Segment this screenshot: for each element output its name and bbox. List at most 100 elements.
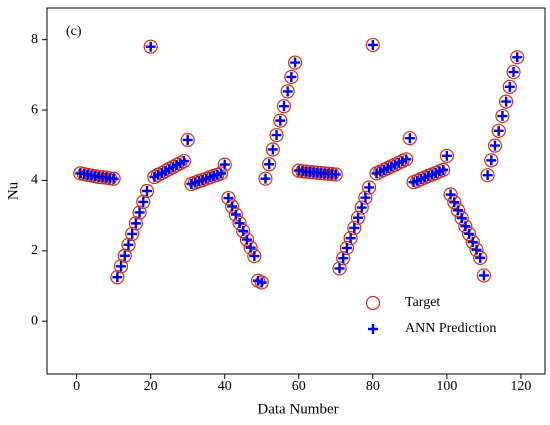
- prediction-point: [438, 164, 449, 175]
- prediction-point: [401, 154, 412, 165]
- prediction-point: [278, 101, 289, 112]
- prediction-point: [334, 263, 345, 274]
- plot-frame: [46, 7, 546, 375]
- prediction-point: [460, 221, 471, 232]
- target-point: [225, 199, 240, 214]
- target-point: [447, 195, 462, 210]
- target-point: [269, 127, 284, 143]
- prediction-point: [138, 196, 149, 207]
- prediction-point: [367, 39, 378, 50]
- target-point: [287, 55, 303, 70]
- target-point: [284, 69, 299, 85]
- target-point: [276, 99, 292, 114]
- y-tick-label: 6: [31, 102, 38, 117]
- prediction-point: [449, 197, 460, 208]
- prediction-point: [404, 133, 415, 144]
- target-point: [113, 259, 129, 274]
- x-tick-label: 100: [436, 379, 457, 394]
- target-point: [354, 200, 369, 215]
- prediction-point: [145, 41, 156, 52]
- target-point: [347, 220, 362, 236]
- prediction-point: [478, 270, 489, 281]
- target-point: [461, 226, 477, 242]
- prediction-point: [512, 52, 523, 63]
- target-point: [454, 210, 469, 226]
- prediction-point: [441, 150, 452, 161]
- target-point: [121, 237, 136, 252]
- prediction-point: [116, 261, 127, 272]
- x-tick-label: 60: [292, 379, 306, 394]
- target-point: [480, 168, 495, 183]
- target-point: [128, 216, 143, 231]
- y-tick-label: 4: [31, 173, 38, 188]
- target-point: [254, 275, 269, 290]
- target-point: [402, 131, 417, 146]
- prediction-point: [234, 218, 245, 229]
- target-point: [365, 37, 380, 53]
- target-point: [502, 79, 517, 94]
- prediction-point: [353, 212, 364, 223]
- prediction-point: [445, 189, 456, 200]
- prediction-point: [282, 86, 293, 97]
- target-point: [465, 234, 480, 250]
- y-tick-label: 8: [31, 32, 38, 47]
- target-point: [236, 224, 251, 239]
- target-point: [265, 142, 280, 157]
- y-axis-label: Nu: [5, 181, 21, 200]
- prediction-point: [264, 159, 275, 170]
- target-point: [217, 157, 232, 172]
- prediction-point: [238, 226, 249, 237]
- prediction-point: [230, 209, 241, 220]
- prediction-point: [108, 173, 119, 184]
- prediction-point: [497, 111, 508, 122]
- target-point: [228, 207, 243, 222]
- target-point: [243, 240, 258, 255]
- target-point: [332, 261, 347, 276]
- target-point: [469, 242, 484, 257]
- target-point: [125, 226, 140, 242]
- target-point: [136, 194, 151, 210]
- x-tick-label: 120: [510, 379, 531, 394]
- prediction-point: [286, 71, 297, 82]
- target-point: [339, 240, 355, 256]
- prediction-point: [290, 57, 301, 68]
- target-point: [506, 64, 521, 80]
- legend-label: ANN Prediction: [405, 321, 496, 336]
- target-point: [336, 251, 351, 266]
- target-point: [343, 231, 358, 246]
- target-point: [362, 180, 377, 195]
- prediction-point: [260, 173, 271, 184]
- prediction-point: [216, 168, 227, 179]
- prediction-point: [467, 237, 478, 248]
- target-point: [221, 190, 236, 206]
- target-point: [273, 113, 288, 128]
- target-point: [495, 108, 510, 124]
- target-point: [487, 138, 503, 153]
- legend-label: Target: [405, 295, 440, 310]
- target-point: [499, 94, 514, 109]
- target-point: [262, 157, 277, 172]
- target-point: [239, 232, 255, 247]
- target-point: [491, 123, 506, 138]
- y-tick-label: 2: [31, 243, 38, 258]
- x-tick-label: 0: [73, 379, 80, 394]
- prediction-point: [490, 140, 501, 151]
- prediction-point: [223, 193, 234, 204]
- prediction-point: [241, 234, 252, 245]
- target-point: [258, 171, 273, 186]
- prediction-point: [182, 134, 193, 145]
- prediction-point: [267, 144, 278, 155]
- prediction-point: [452, 205, 463, 216]
- prediction-point: [227, 201, 238, 212]
- target-point: [139, 183, 155, 199]
- legend-marker: [368, 324, 378, 334]
- prediction-point: [275, 115, 286, 126]
- prediction-point: [178, 156, 189, 167]
- target-point: [117, 248, 132, 263]
- prediction-point: [245, 242, 256, 253]
- prediction-point: [119, 250, 130, 261]
- prediction-point: [482, 170, 493, 181]
- x-tick-label: 20: [144, 379, 158, 394]
- prediction-point: [341, 243, 352, 254]
- prediction-point: [256, 277, 267, 288]
